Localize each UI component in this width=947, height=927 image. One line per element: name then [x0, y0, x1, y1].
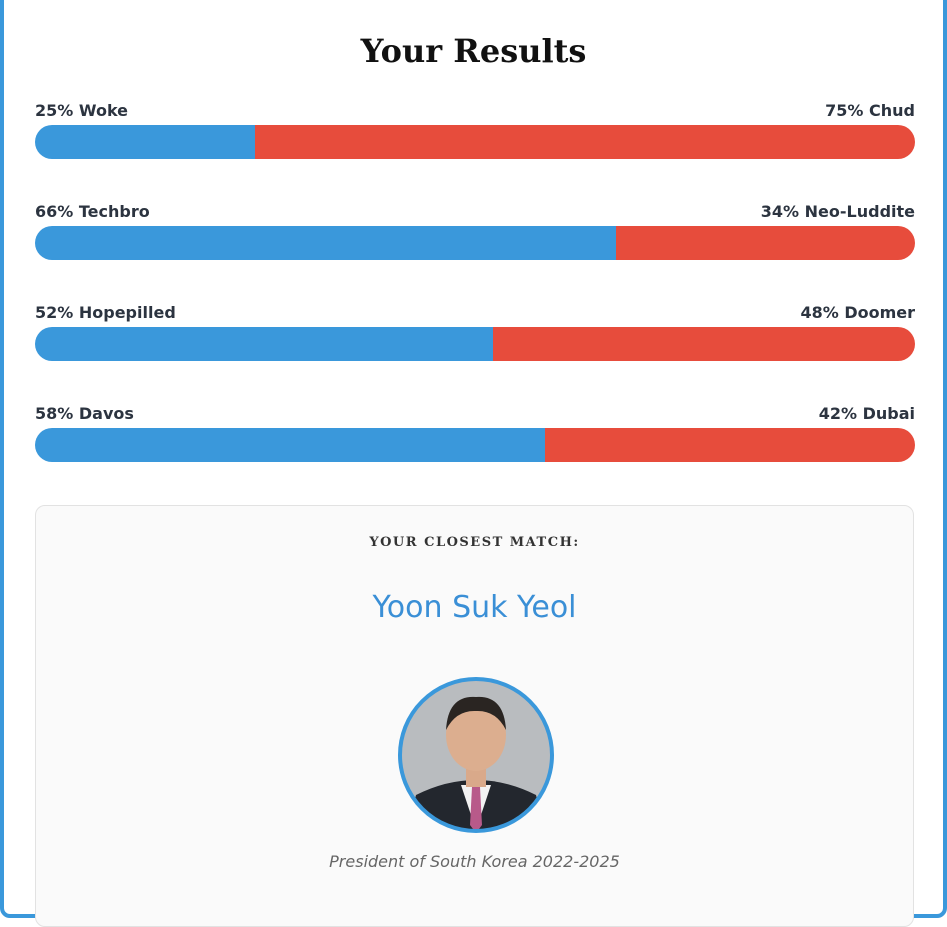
- left-segment: [35, 125, 255, 159]
- scale-row: 66% Techbro 34% Neo-Luddite: [35, 202, 915, 272]
- title: Your Results: [360, 32, 587, 70]
- left-segment: [35, 428, 546, 462]
- match-name: Yoon Suk Yeol: [372, 590, 577, 625]
- scale-bar: [35, 428, 915, 462]
- match-heading: YOUR CLOSEST MATCH:: [369, 535, 580, 550]
- match-box: YOUR CLOSEST MATCH: Yoon Suk Yeol Presid…: [35, 505, 914, 927]
- right-segment: [615, 226, 915, 260]
- match-photo: [398, 677, 554, 833]
- left-label: 52% Hopepilled: [35, 303, 176, 322]
- scale-bar: [35, 226, 915, 260]
- right-label: 75% Chud: [825, 101, 915, 120]
- right-label: 34% Neo-Luddite: [760, 202, 915, 221]
- scale-row: 25% Woke 75% Chud: [35, 101, 915, 171]
- match-caption: President of South Korea 2022-2025: [329, 852, 620, 871]
- scale-row: 58% Davos 42% Dubai: [35, 404, 915, 474]
- left-label: 25% Woke: [35, 101, 128, 120]
- right-segment: [492, 327, 915, 361]
- scale-bar: [35, 327, 915, 361]
- left-label: 58% Davos: [35, 404, 134, 423]
- left-segment: [35, 327, 493, 361]
- left-label: 66% Techbro: [35, 202, 150, 221]
- right-label: 42% Dubai: [818, 404, 915, 423]
- left-segment: [35, 226, 616, 260]
- scale-row: 52% Hopepilled 48% Doomer: [35, 303, 915, 373]
- right-label: 48% Doomer: [800, 303, 915, 322]
- right-segment: [545, 428, 915, 462]
- scale-bar: [35, 125, 915, 159]
- right-segment: [255, 125, 915, 159]
